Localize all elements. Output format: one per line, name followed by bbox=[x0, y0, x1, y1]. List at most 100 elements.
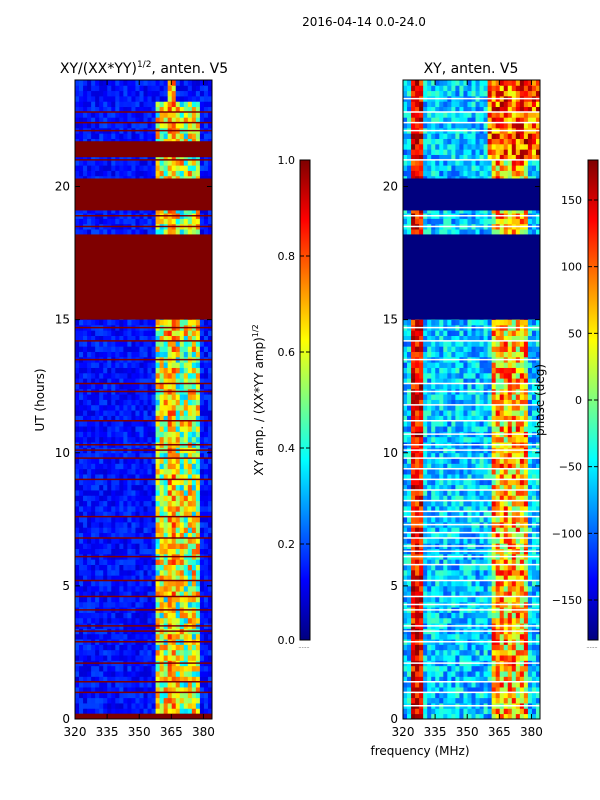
heatmap-cell bbox=[75, 527, 80, 534]
heatmap-cell bbox=[519, 681, 525, 688]
heatmap-cell bbox=[131, 649, 136, 656]
heatmap-cell bbox=[147, 90, 152, 97]
heatmap-cell bbox=[143, 500, 148, 507]
heatmap-cell bbox=[159, 548, 165, 555]
heatmap-cell bbox=[111, 633, 116, 640]
heatmap-cell bbox=[523, 687, 529, 693]
heatmap-cell bbox=[135, 106, 140, 113]
heatmap-cell bbox=[167, 80, 173, 86]
heatmap-cell bbox=[191, 404, 197, 411]
heatmap-cell bbox=[75, 484, 80, 491]
heatmap-cell bbox=[75, 596, 80, 603]
heatmap-cell bbox=[95, 229, 100, 235]
heatmap-cell bbox=[423, 665, 428, 672]
heatmap-cell bbox=[159, 644, 165, 651]
heatmap-cell bbox=[103, 676, 108, 683]
heatmap-cell bbox=[87, 564, 92, 571]
heatmap-cell bbox=[135, 394, 140, 400]
heatmap-cell bbox=[131, 95, 136, 102]
heatmap-cell bbox=[139, 372, 144, 379]
heatmap-cell bbox=[83, 420, 88, 427]
heatmap-cell bbox=[203, 676, 209, 683]
heatmap-cell bbox=[167, 117, 173, 123]
heatmap-cell bbox=[83, 697, 88, 704]
heatmap-cell bbox=[95, 564, 100, 571]
heatmap-cell bbox=[503, 665, 509, 672]
heatmap-cell bbox=[171, 559, 177, 565]
heatmap-cell bbox=[195, 559, 201, 565]
heatmap-cell bbox=[115, 319, 120, 326]
heatmap-cell bbox=[427, 676, 432, 683]
heatmap-cell bbox=[183, 122, 189, 129]
heatmap-cell bbox=[187, 399, 193, 406]
heatmap-cell bbox=[515, 692, 521, 699]
heatmap-cell bbox=[191, 154, 197, 161]
heatmap-cell bbox=[151, 410, 156, 416]
heatmap-cell bbox=[143, 101, 148, 108]
heatmap-cell bbox=[111, 655, 116, 661]
heatmap-cell bbox=[143, 458, 148, 464]
heatmap-cell bbox=[535, 591, 541, 597]
heatmap-cell bbox=[199, 532, 205, 539]
heatmap-cell bbox=[407, 617, 412, 624]
heatmap-cell bbox=[147, 511, 152, 518]
heatmap-cell bbox=[415, 644, 420, 651]
heatmap-cell bbox=[139, 218, 144, 225]
heatmap-cell bbox=[487, 681, 493, 688]
heatmap-cell bbox=[175, 122, 181, 129]
heatmap-cell bbox=[103, 468, 108, 475]
heatmap-cell bbox=[167, 649, 173, 656]
heatmap-cell bbox=[471, 671, 476, 677]
heatmap-cell bbox=[483, 713, 489, 720]
heatmap-cell bbox=[103, 479, 108, 486]
heatmap-cell bbox=[175, 548, 181, 555]
heatmap-cell bbox=[195, 516, 201, 523]
heatmap-cell bbox=[527, 665, 533, 672]
heatmap-cell bbox=[83, 655, 88, 661]
heatmap-cell bbox=[151, 404, 156, 411]
heatmap-cell bbox=[147, 500, 152, 507]
heatmap-cell bbox=[447, 697, 452, 704]
heatmap-cell bbox=[95, 362, 100, 368]
heatmap-cell bbox=[127, 426, 132, 432]
heatmap-cell bbox=[203, 537, 209, 544]
heatmap-cell bbox=[131, 122, 136, 129]
heatmap-cell bbox=[495, 655, 501, 661]
heatmap-cell bbox=[139, 537, 144, 544]
heatmap-cell bbox=[107, 90, 112, 97]
heatmap-cell bbox=[107, 101, 112, 108]
heatmap-cell bbox=[127, 458, 132, 464]
heatmap-cell bbox=[155, 106, 161, 113]
heatmap-cell bbox=[463, 585, 468, 592]
heatmap-cell bbox=[507, 687, 513, 693]
heatmap-cell bbox=[119, 218, 124, 225]
heatmap-cell bbox=[503, 585, 509, 592]
heatmap-cell bbox=[515, 580, 521, 587]
heatmap-cell bbox=[155, 612, 161, 619]
heatmap-cell bbox=[143, 708, 148, 715]
heatmap-cell bbox=[523, 591, 529, 597]
heatmap-cell bbox=[103, 340, 108, 347]
heatmap-cell bbox=[99, 399, 104, 406]
heatmap-cell bbox=[191, 532, 197, 539]
heatmap-cell bbox=[159, 708, 165, 715]
heatmap-cell bbox=[175, 655, 181, 661]
heatmap-cell bbox=[191, 511, 197, 518]
heatmap-cell bbox=[163, 697, 169, 704]
heatmap-cell bbox=[175, 170, 181, 177]
heatmap-cell bbox=[207, 548, 213, 555]
heatmap-cell bbox=[155, 154, 161, 161]
heatmap-cell bbox=[167, 543, 173, 549]
heatmap-cell bbox=[163, 521, 169, 528]
heatmap-cell bbox=[523, 697, 529, 704]
heatmap-cell bbox=[87, 378, 92, 384]
heatmap-cell bbox=[103, 495, 108, 502]
heatmap-cell bbox=[415, 649, 420, 656]
heatmap-cell bbox=[87, 521, 92, 528]
heatmap-cell bbox=[127, 399, 132, 406]
heatmap-cell bbox=[151, 165, 156, 171]
heatmap-cell bbox=[123, 330, 128, 336]
heatmap-cell bbox=[175, 516, 181, 523]
heatmap-cell bbox=[179, 111, 185, 118]
heatmap-cell bbox=[139, 697, 144, 704]
